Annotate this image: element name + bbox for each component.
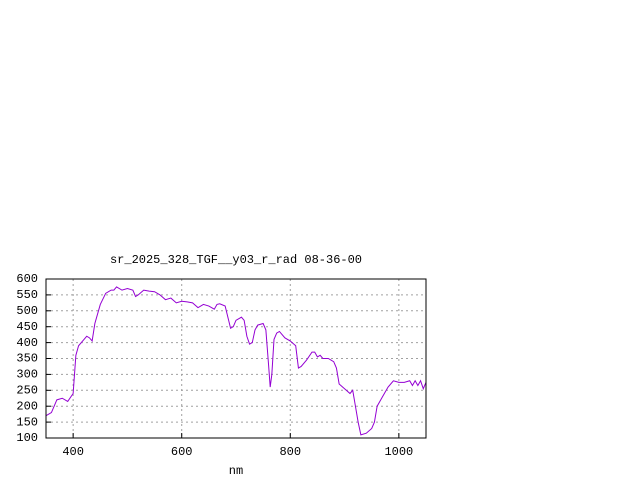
y-tick-label: 350 bbox=[16, 352, 38, 366]
y-tick-label: 300 bbox=[16, 368, 38, 382]
y-tick-label: 450 bbox=[16, 320, 38, 334]
y-tick-label: 150 bbox=[16, 415, 38, 429]
y-tick-label: 400 bbox=[16, 336, 38, 350]
y-tick-label: 550 bbox=[16, 288, 38, 302]
x-tick-label: 600 bbox=[171, 445, 193, 459]
y-tick-label: 600 bbox=[16, 272, 38, 286]
y-tick-label: 100 bbox=[16, 431, 38, 445]
x-axis-label: nm bbox=[229, 464, 243, 478]
y-tick-label: 200 bbox=[16, 399, 38, 413]
x-tick-label: 400 bbox=[62, 445, 84, 459]
y-tick-label: 250 bbox=[16, 383, 38, 397]
y-tick-label: 500 bbox=[16, 304, 38, 318]
x-tick-label: 800 bbox=[279, 445, 301, 459]
data-line bbox=[45, 286, 427, 436]
plot-border bbox=[45, 278, 427, 439]
chart-title: sr_2025_328_TGF__y03_r_rad 08-36-00 bbox=[110, 253, 362, 267]
x-tick-label: 1000 bbox=[384, 445, 413, 459]
